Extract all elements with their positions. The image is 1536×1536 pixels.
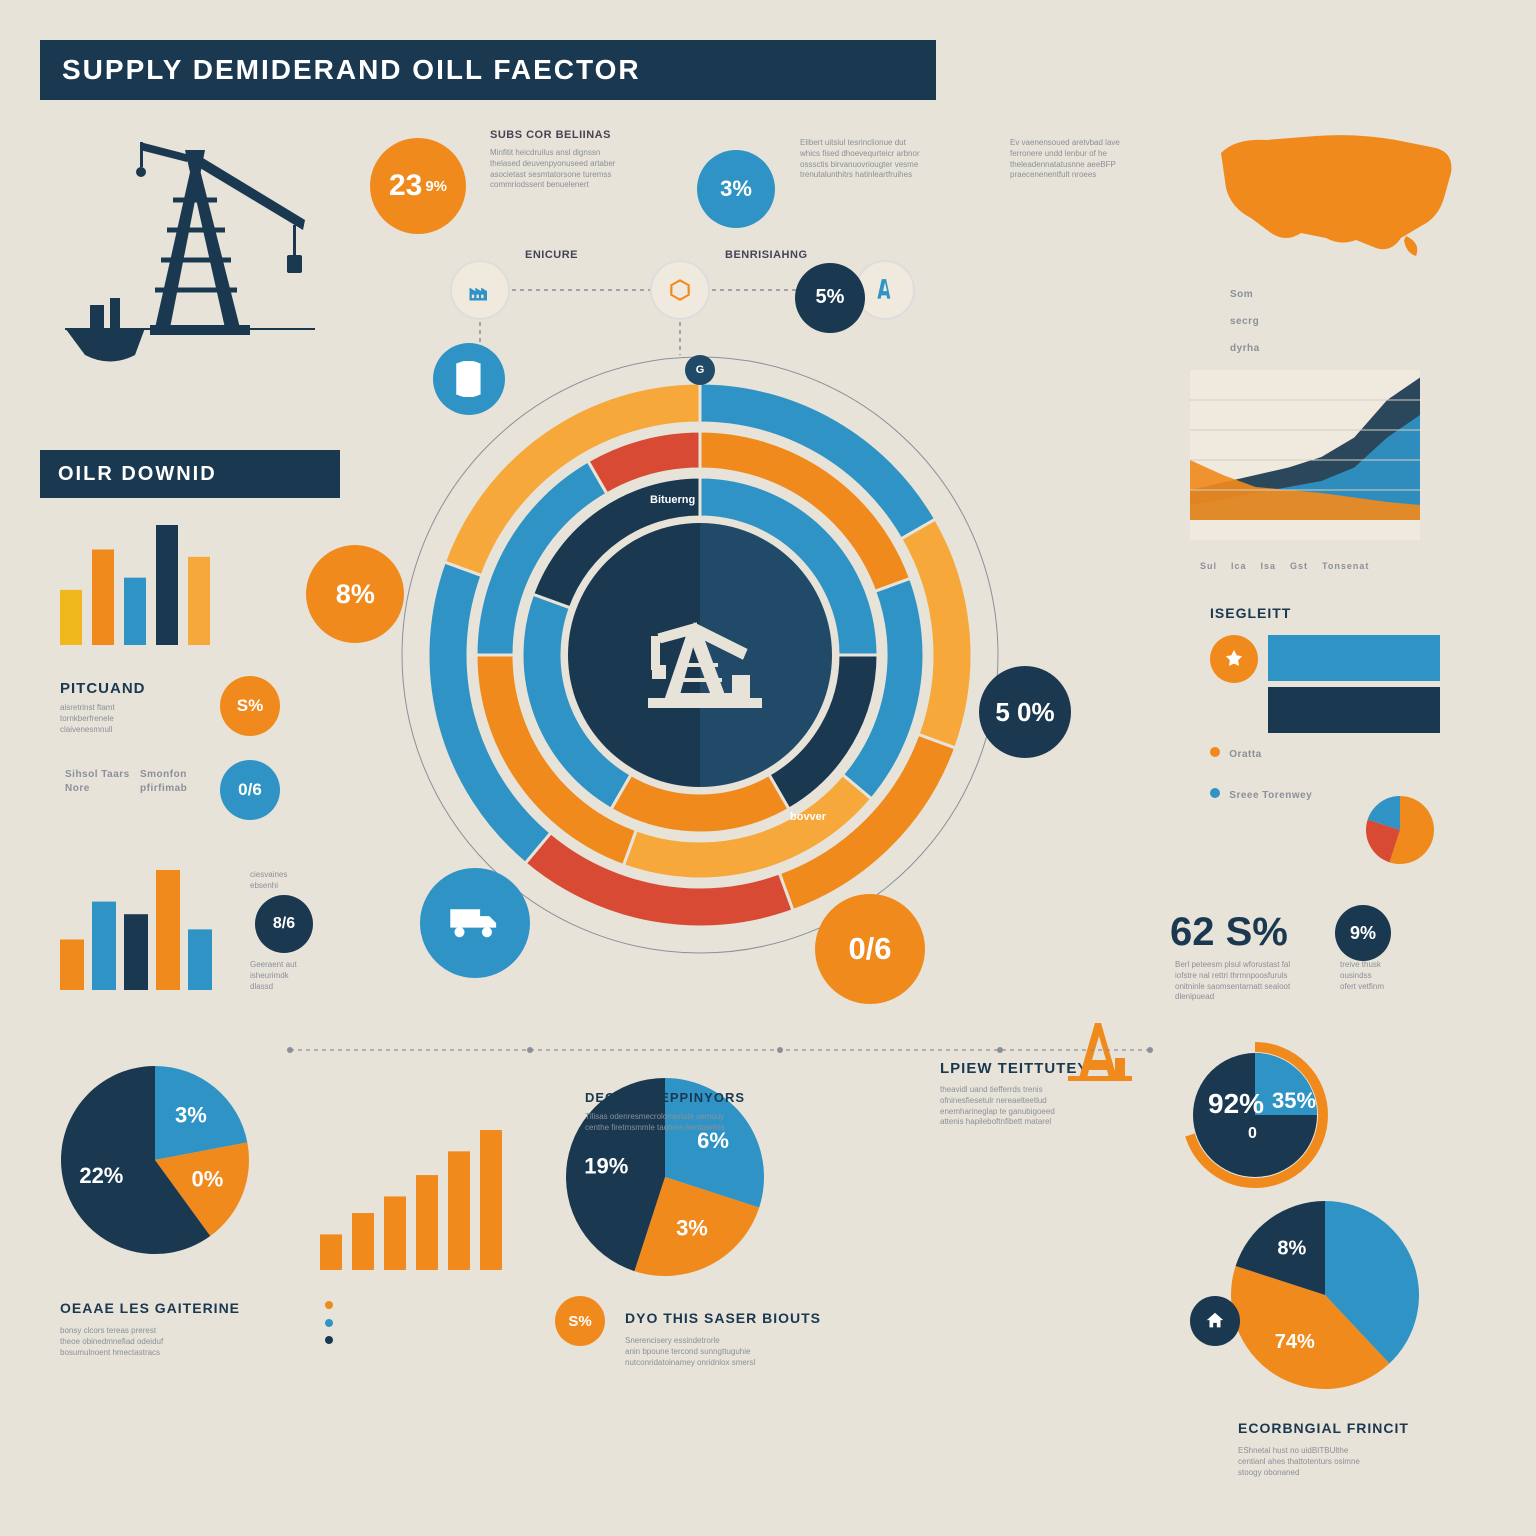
pie-cb-filler: Tllisas odenresmecrolomeriate semouycent…	[585, 1112, 785, 1134]
pie-bl-filler: bonsy clcors tereas preresttheoe obinedm…	[60, 1326, 270, 1358]
isegleitt-block: ISEGLEITT Oratta Sreee Torenwey	[1210, 605, 1440, 802]
svg-text:bovver: bovver	[790, 811, 827, 823]
right-stat-small-label: 9%	[1350, 923, 1376, 944]
pie-cb-title2: DYO THIS SASER BIOUTS	[625, 1310, 821, 1326]
svg-text:Bituerng: Bituerng	[650, 494, 695, 506]
pitcuand-sub2: Smonfonpfirfimab	[140, 768, 187, 795]
bar-chart-cluster-left	[60, 870, 260, 990]
big-ring-value: 92%	[1208, 1088, 1264, 1120]
stat-value: 23	[389, 169, 422, 203]
svg-text:22%: 22%	[79, 1163, 123, 1188]
area-chart-right	[1190, 370, 1420, 555]
pie-br-badge	[1190, 1296, 1240, 1346]
cluster-filler-top: ciesvainesebsenhi	[250, 870, 350, 892]
stat-value: 3%	[720, 176, 752, 202]
big-ring-sub: 35%	[1272, 1088, 1316, 1114]
filler-text-3: Ev vaenensoued aretvbad laveferronere un…	[1010, 138, 1180, 181]
page-title-text: SUPPLY DEMIDERAND OILL FAECTOR	[62, 54, 641, 86]
connector-bottom	[280, 1020, 1180, 1080]
label-subs: SUBS COR BELIINAS	[490, 128, 660, 143]
isegleitt-box-1	[1268, 635, 1440, 681]
svg-text:3%: 3%	[175, 1102, 207, 1127]
page-title: SUPPLY DEMIDERAND OILL FAECTOR	[40, 40, 936, 100]
isegleitt-box-2	[1268, 687, 1440, 733]
usa-map-icon	[1206, 118, 1466, 268]
label-benris: BENRISIAHNG	[725, 248, 808, 263]
isegleitt-l2-text: Sreee Torenwey	[1229, 790, 1312, 801]
cluster-filler: Geeraent autisheurimdkdlassd	[250, 960, 350, 992]
icon-badge-box	[650, 260, 710, 320]
area-xlabels: Sul lca Isa Gst Tonsenat	[1200, 560, 1369, 572]
cluster-stat-circle: 8/6	[255, 895, 313, 953]
orbit-badge	[420, 868, 530, 978]
pitcuand-sub1: Sihsol TaarsNore	[65, 768, 130, 795]
orbit-badge: 0/6	[815, 894, 925, 1004]
pitcuand-c2-label: 0/6	[238, 780, 262, 800]
section-band-label: OILR DOWNID	[58, 463, 217, 486]
pie-cb-subtitle: DECFER OEPPINYORS	[585, 1090, 745, 1105]
big-ring-stat: 92% 35% 0	[1180, 1040, 1330, 1195]
bar-chart-small-left	[60, 525, 260, 645]
pitcuand-c1-label: S%	[237, 696, 263, 716]
lpiew-filler: theavidl uand tiefferrds trenisofninesfi…	[940, 1085, 1160, 1128]
big-ring-inner: 0	[1248, 1125, 1257, 1143]
stat-circle-top-right: 3%	[697, 150, 775, 228]
orbit-badge: 5%	[795, 263, 865, 333]
svg-text:8%: 8%	[1277, 1238, 1306, 1260]
section-band-oilr: OILR DOWNID	[40, 450, 340, 498]
isegleitt-title: ISEGLEITT	[1210, 605, 1440, 621]
pitcuand-circle-1: S%	[220, 676, 280, 736]
right-micro-labels: Somsecrgdyrhafsot	[1230, 288, 1260, 383]
right-stat-small-circle: 9%	[1335, 905, 1391, 961]
svg-text:3%: 3%	[676, 1216, 708, 1241]
pitcuand-circle-2: 0/6	[220, 760, 280, 820]
icon-badge-factory	[450, 260, 510, 320]
pie-cb-filler2: Snerencisery essindetrorleanin bpoune te…	[625, 1336, 855, 1368]
cluster-stat-label: 8/6	[273, 915, 295, 933]
filler-text-2: Elibert uitsiul tesrinclionue dutwhics f…	[800, 138, 980, 181]
orbit-badge	[433, 343, 505, 415]
isegleitt-line1: Oratta	[1210, 747, 1440, 762]
pie-br-title: ECORBNGIAL FRINCIT	[1238, 1420, 1409, 1436]
pie-bl-title: OEAAE LES GAITERINE	[60, 1300, 240, 1316]
pie-cb-badge: S%	[555, 1296, 605, 1346]
right-stats-block: 62 S%	[1170, 910, 1288, 955]
pie-cb-badge-label: S%	[568, 1313, 591, 1330]
label-enicure: ENICURE	[525, 248, 578, 263]
svg-text:0%: 0%	[192, 1167, 224, 1192]
stat-sub: 9%	[425, 178, 447, 195]
isegleitt-badge	[1210, 635, 1258, 683]
bar-bc-legend	[325, 1300, 338, 1349]
orbit-badge: 5 0%	[979, 666, 1071, 758]
pitcuand-filler: aisretrinst ftamttornkberfreneleclaivene…	[60, 703, 320, 735]
mini-pie-right	[1360, 790, 1440, 870]
orbit-badge: 8%	[306, 545, 404, 643]
right-stat-big: 62 S%	[1170, 910, 1288, 954]
stat-circle-top-left: 23 9%	[370, 138, 466, 234]
pie-chart-bottom-right: 74% 8%	[1225, 1195, 1435, 1405]
oil-rig-icon	[55, 120, 335, 380]
filler-text-1: Minfitit heicdruilus ansl dignssnthelase…	[490, 148, 660, 191]
pie-chart-bottom-left: 3% 0% 22%	[55, 1060, 275, 1280]
right-stats-filler2: treive thuskousindssofert vetfinm	[1340, 960, 1440, 992]
pie-chart-center-bottom: 6%3%19%	[560, 1072, 780, 1292]
svg-text:19%: 19%	[584, 1154, 628, 1179]
bar-chart-bottom-center	[320, 1130, 540, 1270]
pitcuand-title: PITCUAND	[60, 680, 320, 697]
pie-br-filler: EShnetal hust no uidBITBUlthecentianl ah…	[1238, 1446, 1448, 1478]
pitcuand-block: PITCUAND aisretrinst ftamttornkberfrenel…	[60, 680, 320, 735]
svg-text:74%: 74%	[1275, 1331, 1315, 1353]
isegleitt-l1-text: Oratta	[1229, 749, 1261, 760]
orbit-top-dot: G	[685, 355, 715, 385]
